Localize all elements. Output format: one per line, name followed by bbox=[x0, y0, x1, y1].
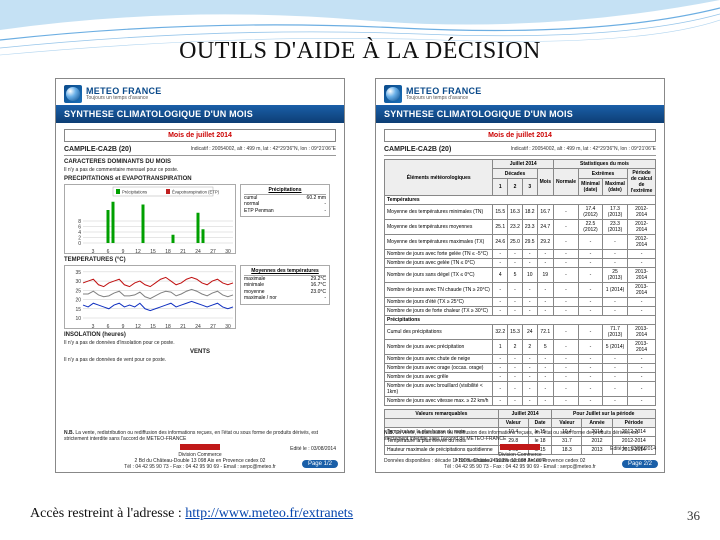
precip-chart: 0246836912151821242730PrécipitationsÉvap… bbox=[64, 184, 236, 254]
svg-text:18: 18 bbox=[165, 324, 171, 330]
stats-table-main: Éléments météorologiquesJuillet 2014Stat… bbox=[384, 159, 656, 406]
svg-text:27: 27 bbox=[210, 249, 216, 255]
svg-text:25: 25 bbox=[75, 288, 81, 294]
edit-date: Edité le : 03/08/2014 bbox=[290, 446, 336, 452]
footer-red-bar-icon bbox=[180, 444, 220, 450]
svg-text:6: 6 bbox=[78, 225, 81, 231]
meteo-logo-icon bbox=[64, 85, 82, 103]
svg-text:0: 0 bbox=[78, 241, 81, 247]
svg-text:15: 15 bbox=[75, 307, 81, 313]
dominants-note: Il n'y a pas de commentaire mensuel pour… bbox=[64, 167, 336, 173]
svg-text:27: 27 bbox=[210, 324, 216, 330]
svg-text:8: 8 bbox=[78, 219, 81, 225]
documents-row: METEO FRANCE Toujours un temps d'avance … bbox=[40, 78, 680, 473]
footer-address: Division Commerce 2 Bd du Château-Double… bbox=[56, 452, 344, 470]
svg-text:24: 24 bbox=[195, 249, 201, 255]
svg-text:Évapotranspiration (ETP): Évapotranspiration (ETP) bbox=[172, 190, 220, 195]
meteo-logo-icon bbox=[384, 85, 402, 103]
svg-text:15: 15 bbox=[150, 324, 156, 330]
svg-text:12: 12 bbox=[135, 249, 141, 255]
brand-tagline: Toujours un temps d'avance bbox=[406, 96, 482, 101]
svg-text:21: 21 bbox=[180, 324, 186, 330]
doc-page-1: METEO FRANCE Toujours un temps d'avance … bbox=[55, 78, 345, 473]
nb-disclaimer: N.B. La vente, redistribution ou rediffu… bbox=[64, 430, 336, 442]
synth-title-bar: SYNTHESE CLIMATOLOGIQUE D'UN MOIS bbox=[56, 105, 344, 123]
nb-disclaimer: N.B. La vente, redistribution ou rediffu… bbox=[384, 430, 656, 442]
svg-text:15: 15 bbox=[150, 249, 156, 255]
station-meta: Indicatif : 20054002, alt : 499 m, lat :… bbox=[191, 146, 336, 153]
extranet-link[interactable]: http://www.meteo.fr/extranets bbox=[185, 506, 353, 521]
footer-red-bar-icon bbox=[500, 444, 540, 450]
temp-chart: 10 15 20 25 30 35 3 6 9 12 15 18 21 24 27 30 bbox=[64, 265, 236, 329]
svg-text:4: 4 bbox=[78, 230, 81, 236]
svg-text:3: 3 bbox=[92, 324, 95, 330]
svg-text:18: 18 bbox=[165, 249, 171, 255]
svg-text:35: 35 bbox=[75, 270, 81, 276]
svg-text:30: 30 bbox=[225, 324, 231, 330]
station-meta: Indicatif : 20054002, alt : 499 m, lat :… bbox=[511, 146, 656, 153]
doc-page-2: METEO FRANCE Toujours un temps d'avance … bbox=[375, 78, 665, 473]
svg-text:12: 12 bbox=[135, 324, 141, 330]
footer-address: Division Commerce 2 Bd du Château-Double… bbox=[376, 452, 664, 470]
svg-text:6: 6 bbox=[107, 249, 110, 255]
svg-text:6: 6 bbox=[107, 324, 110, 330]
insol-heading: INSOLATION (heures) bbox=[64, 332, 336, 338]
brand-block: METEO FRANCE Toujours un temps d'avance bbox=[56, 79, 344, 105]
dominants-heading: CARACTERES DOMINANTS DU MOIS bbox=[64, 159, 336, 165]
page-pill: Page 1/2 bbox=[302, 460, 338, 468]
brand-tagline: Toujours un temps d'avance bbox=[86, 96, 162, 101]
page-pill: Page 2/2 bbox=[622, 460, 658, 468]
vents-heading: VENTS bbox=[64, 349, 336, 355]
month-label: Mois de juillet 2014 bbox=[384, 129, 656, 142]
svg-text:30: 30 bbox=[225, 249, 231, 255]
svg-text:24: 24 bbox=[195, 324, 201, 330]
svg-text:30: 30 bbox=[75, 279, 81, 285]
precip-heading: PRECIPITATIONS et EVAPOTRANSPIRATION bbox=[64, 176, 336, 182]
svg-text:9: 9 bbox=[122, 249, 125, 255]
precip-summary-box: Précipitationscumul60.2 mmnormal-ETP Pen… bbox=[240, 184, 330, 217]
svg-text:10: 10 bbox=[75, 316, 81, 322]
synth-title-bar: SYNTHESE CLIMATOLOGIQUE D'UN MOIS bbox=[376, 105, 664, 123]
svg-text:3: 3 bbox=[92, 249, 95, 255]
insol-note: Il n'y a pas de données d'insolation pou… bbox=[64, 340, 336, 346]
svg-text:21: 21 bbox=[180, 249, 186, 255]
edit-date: Edité le : 03/08/2014 bbox=[610, 446, 656, 452]
svg-text:2: 2 bbox=[78, 236, 81, 242]
month-label: Mois de juillet 2014 bbox=[64, 129, 336, 142]
temp-summary-box: Moyennes des températuresmaximale29.2°Cm… bbox=[240, 265, 330, 305]
temps-heading: TEMPERATURES (°C) bbox=[64, 257, 336, 263]
svg-text:20: 20 bbox=[75, 298, 81, 304]
slide-title: OUTILS D'AIDE À LA DÉCISION bbox=[0, 38, 720, 65]
slide-page-number: 36 bbox=[687, 508, 700, 524]
svg-text:9: 9 bbox=[122, 324, 125, 330]
svg-text:Précipitations: Précipitations bbox=[122, 190, 147, 195]
station-name: CAMPILE-CA2B (20) bbox=[384, 146, 451, 153]
vents-note: Il n'y a pas de données de vent pour ce … bbox=[64, 357, 336, 363]
access-caption: Accès restreint à l'adresse : http://www… bbox=[30, 506, 353, 522]
brand-block: METEO FRANCE Toujours un temps d'avance bbox=[376, 79, 664, 105]
station-name: CAMPILE-CA2B (20) bbox=[64, 146, 131, 153]
